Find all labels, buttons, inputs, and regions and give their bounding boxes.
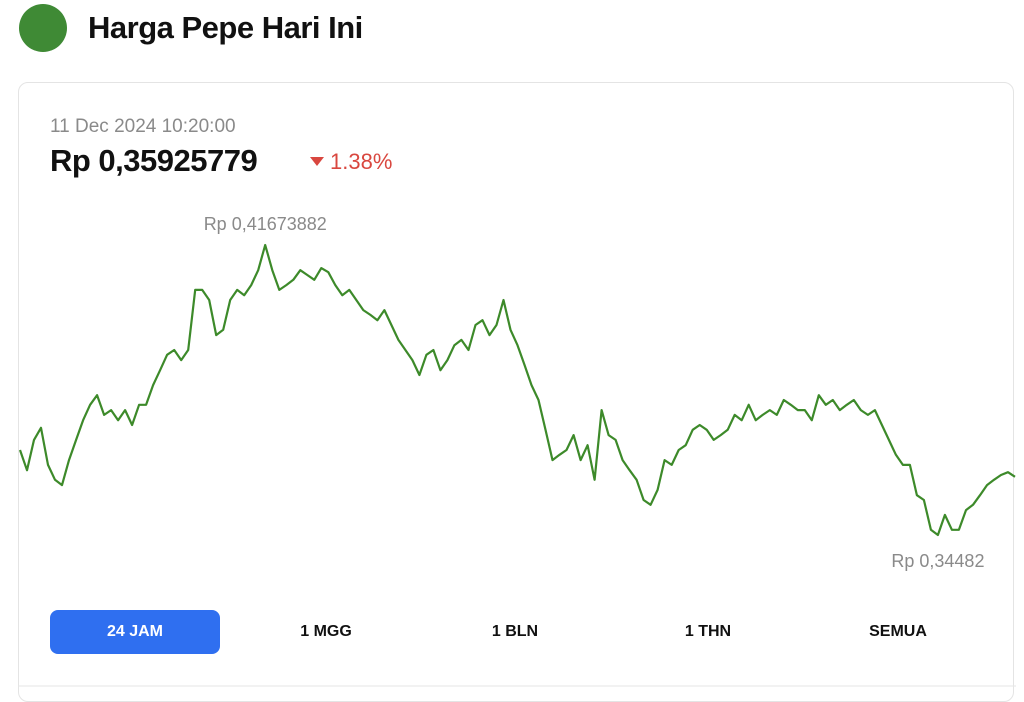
current-price: Rp 0,35925779 bbox=[50, 143, 258, 178]
down-arrow bbox=[310, 157, 324, 166]
range-tab[interactable]: 1 BLN bbox=[491, 623, 539, 640]
range-tab[interactable]: SEMUA bbox=[869, 623, 927, 640]
timestamp: 11 Dec 2024 10:20:00 bbox=[50, 116, 236, 137]
change-value: 1.38% bbox=[330, 149, 393, 174]
page-title: Harga Pepe Hari Ini bbox=[88, 10, 363, 45]
extreme-label: Rp 0,41673882 bbox=[204, 214, 327, 234]
range-tab[interactable]: 24 JAM bbox=[50, 610, 220, 654]
range-tab[interactable]: 1 MGG bbox=[300, 623, 352, 640]
extreme-label: Rp 0,34482 bbox=[891, 551, 984, 571]
range-tab[interactable]: 1 THN bbox=[684, 623, 732, 640]
coin-icon bbox=[19, 4, 67, 52]
price-line bbox=[18, 243, 1016, 537]
price-change: 1.38% bbox=[310, 149, 392, 175]
